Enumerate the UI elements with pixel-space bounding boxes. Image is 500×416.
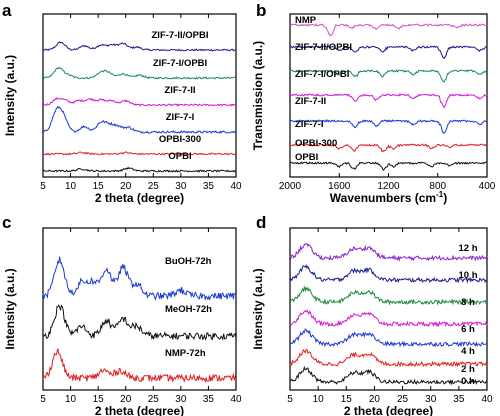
series-line-0-h: [289, 365, 488, 386]
series-label: ZIF-7-I: [295, 119, 324, 130]
series-line-4-h: [289, 328, 488, 348]
series-line-opbi-300: [289, 143, 488, 153]
series-label: ZIF-7-I/OPBI: [153, 58, 207, 69]
y-axis-label: Intensity (a.u.): [251, 268, 265, 349]
series-line-10-h: [289, 264, 488, 284]
x-tick-label: 20: [120, 181, 132, 192]
series-line-opbi: [42, 166, 237, 173]
x-tick-label: 400: [479, 181, 496, 192]
series-line-12-h: [289, 243, 488, 262]
series-line-zif-7-i-opbi: [42, 66, 237, 80]
x-tick-label: 40: [230, 181, 242, 192]
x-tick-label: 800: [429, 181, 446, 192]
series-line-8-h: [290, 285, 488, 306]
series-line-6-h: [289, 309, 488, 328]
x-tick-label: 25: [148, 394, 160, 405]
x-tick-label: 15: [93, 394, 105, 405]
series-label: 4 h: [461, 346, 475, 357]
series-label: 10 h: [458, 270, 477, 281]
series-label: 2 h: [461, 364, 475, 375]
x-tick-label: 25: [148, 181, 160, 192]
plot-frame: [42, 13, 237, 178]
series-label: ZIF-7-II: [295, 96, 326, 107]
x-tick-label: 10: [313, 394, 325, 405]
series-label: MeOH-72h: [165, 304, 212, 315]
series-line-zif-7-ii: [42, 96, 237, 107]
x-tick-label: 1600: [328, 181, 351, 192]
plot-frame: [42, 227, 237, 391]
series-line-zif-7-ii-opbi: [289, 45, 488, 60]
x-tick-label: 2000: [279, 181, 302, 192]
panel-a: 5 10 15 20 25 30 35 40 2 theta (degree) Intensity…: [2, 1, 242, 205]
x-tick-label: 15: [341, 394, 353, 405]
x-tick-label: 35: [203, 394, 215, 405]
panel-c: 5 10 15 20 25 30 35 40 2 theta (degree) Intensity…: [2, 213, 242, 416]
series-label: 8 h: [461, 297, 475, 308]
series-label: NMP-72h: [165, 348, 206, 359]
series-label: OPBI: [295, 152, 318, 163]
x-axis-label: 2 theta (degree): [95, 404, 184, 416]
x-tick-label: 15: [93, 181, 105, 192]
series-line-zif-7-i: [42, 105, 237, 134]
x-tick-label: 1200: [377, 181, 400, 192]
series-line-zif-7-i: [289, 119, 488, 134]
series-line-zif-7-i-opbi: [289, 69, 488, 83]
x-tick-label: 30: [425, 394, 437, 405]
y-axis-label: Intensity (a.u.): [3, 55, 17, 136]
x-axis-label: 2 theta (degree): [344, 404, 433, 416]
series-line-zif-7-ii: [289, 93, 488, 109]
x-tick-label: 35: [203, 181, 215, 192]
panel-d: 5 10 15 20 25 30 35 40 2 theta (degree) Intensity…: [251, 213, 493, 416]
x-tick-label: 35: [453, 394, 465, 405]
x-axis-label: Wavenumbers (cm-1): [330, 190, 447, 205]
series-line-opbi: [289, 161, 488, 172]
panel-letter: b: [256, 1, 266, 20]
series-line-buoh-72h: [42, 256, 237, 301]
panel-letter: c: [2, 213, 11, 232]
x-tick-label: 5: [287, 394, 293, 405]
series-label: OPBI: [168, 151, 191, 162]
series-label: ZIF-7-I/OPBI: [295, 69, 349, 80]
x-tick-label: 5: [40, 181, 46, 192]
x-tick-label: 30: [175, 181, 187, 192]
series-label: 0 h: [461, 376, 475, 387]
series-line-opbi-300: [42, 151, 237, 156]
y-axis-label: Intensity (a.u.): [3, 268, 17, 349]
x-axis-label-sup: -1: [436, 190, 444, 199]
x-tick-label: 40: [230, 394, 242, 405]
x-tick-label: 20: [120, 394, 132, 405]
series-label: ZIF-7-II/OPBI: [295, 42, 352, 53]
series-line-nmp-72h: [42, 348, 237, 384]
plot-frame: [289, 227, 488, 391]
y-axis-label: Transmission (a.u.): [251, 41, 265, 150]
panel-letter: d: [256, 213, 266, 232]
x-tick-label: 40: [481, 394, 493, 405]
x-tick-label: 10: [65, 394, 77, 405]
series-line-meoh-72h: [42, 304, 237, 341]
x-axis-label-end: ): [443, 191, 447, 205]
series-label: OPBI-300: [159, 134, 201, 145]
series-label: 6 h: [461, 324, 475, 335]
series-label: OPBI-300: [295, 138, 337, 149]
series-label: ZIF-7-II/OPBI: [152, 30, 209, 41]
x-tick-label: 25: [397, 394, 409, 405]
series-label: 12 h: [458, 243, 477, 254]
x-axis-label: 2 theta (degree): [95, 191, 184, 205]
series-line-nmp: [289, 23, 488, 37]
series-line-2-h: [289, 348, 488, 368]
series-line-zif-7-ii-opbi: [42, 41, 237, 52]
series-label: ZIF-7-I: [166, 112, 195, 123]
x-tick-label: 5: [40, 394, 46, 405]
panel-b: 2000 1600 1200 800 400 Wavenumbers (cm-1) Tran…: [251, 1, 496, 205]
x-tick-label: 20: [369, 394, 381, 405]
x-tick-label: 10: [65, 181, 77, 192]
series-label: NMP: [295, 15, 317, 26]
panel-letter: a: [2, 1, 12, 20]
series-label: BuOH-72h: [165, 256, 212, 267]
series-label: ZIF-7-II: [164, 85, 195, 96]
x-tick-label: 30: [175, 394, 187, 405]
